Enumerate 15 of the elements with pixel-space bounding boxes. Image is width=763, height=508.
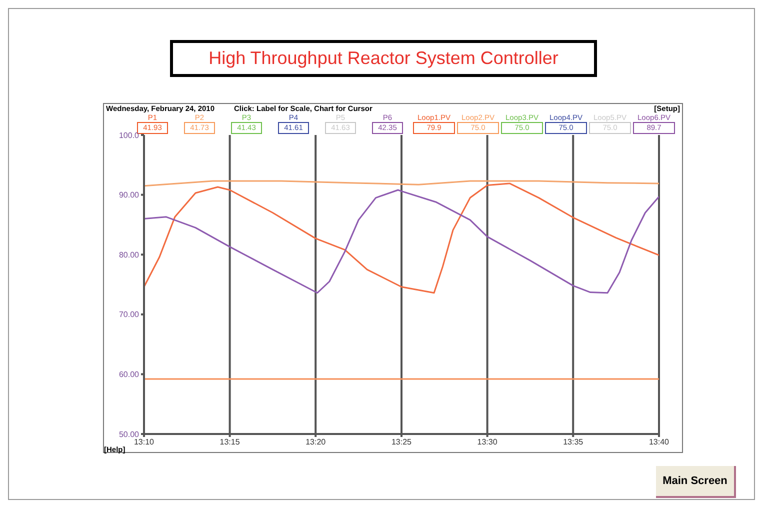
x-tick-label: 13:15 <box>220 438 240 447</box>
x-tick-label: 13:10 <box>134 438 155 447</box>
x-tick-label: 13:20 <box>306 438 326 447</box>
x-tick-label: 13:25 <box>391 438 412 447</box>
main-screen-button: Main Screen <box>656 466 736 498</box>
y-tick-label: 90.00 <box>118 190 140 200</box>
y-tick-label: 70.00 <box>118 310 140 320</box>
y-tick-label: 50.00 <box>118 430 140 439</box>
x-tick-label: 13:30 <box>477 438 498 447</box>
x-tick-label: 13:40 <box>648 438 670 447</box>
y-tick-label: 100.0 <box>118 130 140 140</box>
y-tick-label: 60.00 <box>118 370 140 380</box>
chart-title: High Throughput Reactor System Controller <box>170 40 597 77</box>
y-tick-label: 80.00 <box>118 250 140 260</box>
x-tick-label: 13:35 <box>563 438 584 447</box>
